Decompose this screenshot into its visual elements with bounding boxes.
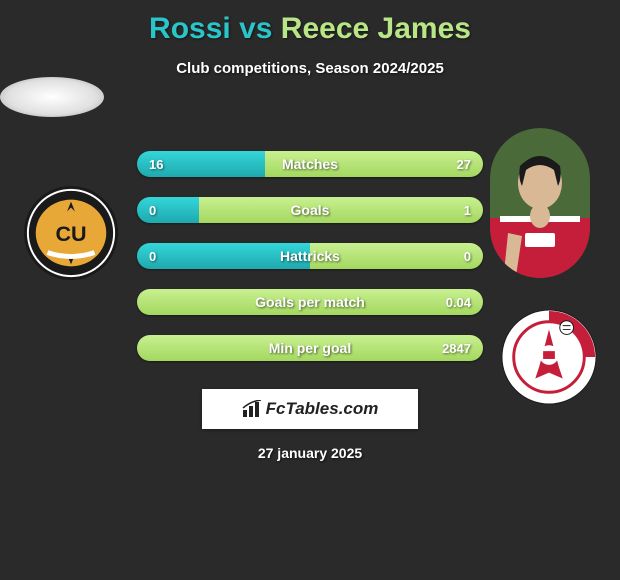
stats-list: 16 Matches 27 0 Goals 1 0 Hattricks 0 Go…: [137, 151, 483, 361]
chart-icon: [242, 400, 264, 418]
stat-value-right: 27: [457, 151, 471, 177]
stat-label: Min per goal: [137, 335, 483, 361]
player2-club-badge: [500, 308, 598, 406]
branding-box: FcTables.com: [202, 389, 418, 429]
stat-value-right: 0: [464, 243, 471, 269]
svg-text:CU: CU: [55, 221, 86, 246]
stat-label: Goals per match: [137, 289, 483, 315]
stat-row: 0 Hattricks 0: [137, 243, 483, 269]
stat-value-right: 2847: [442, 335, 471, 361]
player1-name: Rossi: [149, 12, 231, 45]
player1-photo: [0, 77, 104, 117]
stat-label: Goals: [137, 197, 483, 223]
stat-label: Hattricks: [137, 243, 483, 269]
stat-row: 0 Goals 1: [137, 197, 483, 223]
vs-text: vs: [239, 12, 272, 45]
player1-club-badge: CU: [22, 184, 120, 282]
subtitle: Club competitions, Season 2024/2025: [0, 60, 620, 77]
stat-row: 16 Matches 27: [137, 151, 483, 177]
player2-name: Reece James: [281, 12, 471, 45]
stat-value-right: 1: [464, 197, 471, 223]
date-text: 27 january 2025: [0, 445, 620, 461]
branding-text: FcTables.com: [266, 399, 379, 419]
stat-value-right: 0.04: [446, 289, 471, 315]
stat-row: Min per goal 2847: [137, 335, 483, 361]
stat-row: Goals per match 0.04: [137, 289, 483, 315]
stat-label: Matches: [137, 151, 483, 177]
comparison-title: Rossi vs Reece James: [0, 0, 620, 46]
player2-photo: [490, 128, 590, 278]
